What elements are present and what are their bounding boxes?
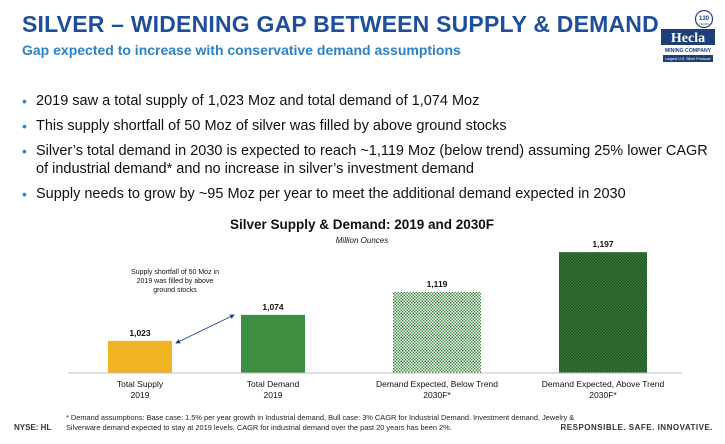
bar xyxy=(393,291,481,373)
chart-subtitle: Million Ounces xyxy=(336,236,388,245)
bar xyxy=(241,314,305,373)
x-tick-label: Total Supply xyxy=(117,379,164,389)
bar-value-label: 1,023 xyxy=(129,328,151,338)
bullet-list: 2019 saw a total supply of 1,023 Moz and… xyxy=(22,92,712,210)
bullet-item: Supply needs to grow by ~95 Moz per year… xyxy=(22,185,712,203)
logo-tagline-box xyxy=(663,55,713,62)
logo-wordmark-box xyxy=(661,29,715,45)
page-subtitle: Gap expected to increase with conservati… xyxy=(22,42,461,58)
page-title: SILVER – WIDENING GAP BETWEEN SUPPLY & D… xyxy=(22,11,659,37)
x-tick-label: 2030F* xyxy=(589,390,617,400)
bullet-item: This supply shortfall of 50 Moz of silve… xyxy=(22,117,712,135)
annotation-line: ground stocks xyxy=(153,287,197,294)
bar-value-label: 1,197 xyxy=(592,239,614,249)
supply-demand-chart: Silver Supply & Demand: 2019 and 2030F M… xyxy=(68,217,682,400)
bar xyxy=(559,252,647,373)
footnote: * Demand assumptions: Base case: 1.5% pe… xyxy=(66,413,575,432)
logo-brand: Hecla xyxy=(671,31,705,46)
bullet-item: 2019 saw a total supply of 1,023 Moz and… xyxy=(22,92,712,110)
badge-number: 130 xyxy=(699,16,710,22)
bar-value-label: 1,119 xyxy=(427,279,448,289)
x-tick-label: Total Demand xyxy=(247,379,300,389)
bar xyxy=(108,340,172,373)
annotation-line: 2019 was filled by above xyxy=(137,278,214,285)
x-tick-label: 2019 xyxy=(264,390,283,400)
badge-text: YEARS xyxy=(699,22,709,26)
bar-group: 1,023 1,074 1,119 1,197 xyxy=(108,239,647,373)
hecla-logo: 130 YEARS Hecla MINING COMPANY Largest U… xyxy=(661,10,715,62)
x-tick-label: 2019 xyxy=(131,390,150,400)
logo-tagline: Largest U.S. Silver Producer xyxy=(665,57,711,61)
x-tick-label: Demand Expected, Above Trend xyxy=(542,379,665,389)
anniversary-badge xyxy=(694,10,714,29)
ticker-symbol: NYSE: HL xyxy=(14,423,52,432)
footer-tagline: RESPONSIBLE. SAFE. INNOVATIVE. xyxy=(560,423,713,432)
annotation-line: Supply shortfall of 50 Moz in xyxy=(131,269,219,276)
bullet-item: Silver’s total demand in 2030 is expecte… xyxy=(22,142,712,178)
x-tick-label: 2030F* xyxy=(423,390,451,400)
shortfall-annotation: Supply shortfall of 50 Moz in 2019 was fi… xyxy=(131,269,219,294)
x-tick-label: Demand Expected, Below Trend xyxy=(376,379,498,389)
bar-value-label: 1,074 xyxy=(262,302,284,312)
logo-company: MINING COMPANY xyxy=(665,48,712,54)
shortfall-arrow xyxy=(175,314,235,344)
chart-title: Silver Supply & Demand: 2019 and 2030F xyxy=(230,217,494,232)
